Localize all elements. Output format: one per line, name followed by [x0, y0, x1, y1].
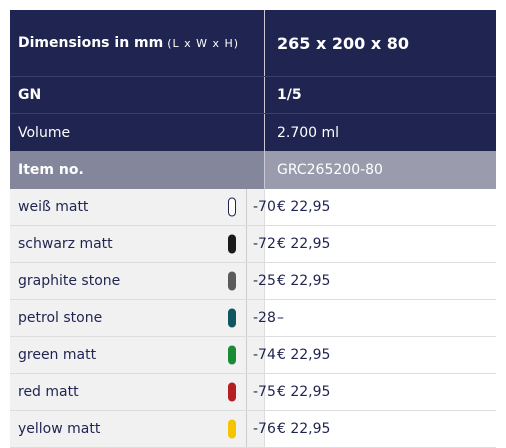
code: -28	[246, 300, 276, 336]
value: GRC265200-80	[264, 151, 496, 189]
price: € 22,95	[264, 226, 496, 263]
value: 2.700 ml	[264, 114, 496, 151]
name: green matt	[18, 347, 97, 363]
code: -76	[246, 411, 276, 447]
swatch	[228, 382, 236, 402]
swatch	[228, 345, 236, 365]
name: schwarz matt	[18, 236, 113, 252]
name: weiß matt	[18, 199, 89, 215]
code: -70	[246, 189, 276, 225]
label: Item no.	[10, 151, 264, 189]
gn-row: GN 1/5	[10, 76, 496, 113]
code: -72	[246, 226, 276, 262]
name: yellow matt	[18, 421, 101, 437]
code: -75	[246, 374, 276, 410]
label: GN	[18, 87, 42, 103]
code: -25	[246, 263, 276, 299]
item-row: petrol stone -28–	[10, 300, 496, 337]
label: Dimensions in mm	[18, 35, 164, 51]
volume-row: Volume 2.700 ml	[10, 113, 496, 151]
price: –	[264, 300, 496, 337]
name-cell: schwarz matt -72	[10, 226, 276, 263]
name: graphite stone	[18, 273, 121, 289]
name: red matt	[18, 384, 79, 400]
name-cell: yellow matt -76	[10, 411, 276, 448]
item-row: green matt -74 € 22,95	[10, 337, 496, 374]
value: 1/5	[264, 77, 496, 113]
code: -74	[246, 337, 276, 373]
item-row: red matt -75 € 22,95	[10, 374, 496, 411]
item-row: yellow matt -76 € 22,95	[10, 411, 496, 448]
swatch	[228, 197, 236, 217]
name-cell: graphite stone -25	[10, 263, 276, 300]
name-cell: red matt -75	[10, 374, 276, 411]
item-row: graphite stone -25 € 22,95	[10, 263, 496, 300]
swatch	[228, 419, 236, 439]
label: Volume	[18, 124, 71, 141]
price: € 22,95	[264, 411, 496, 448]
price: € 22,95	[264, 189, 496, 226]
label-cell: Dimensions in mm (L x W x H)	[10, 10, 264, 76]
swatch	[228, 271, 236, 291]
name: petrol stone	[18, 310, 103, 326]
price: € 22,95	[264, 263, 496, 300]
product-table: Dimensions in mm (L x W x H) 265 x 200 x …	[10, 10, 496, 448]
price: € 22,95	[264, 337, 496, 374]
item-row: schwarz matt -72 € 22,95	[10, 226, 496, 263]
name-cell: petrol stone -28	[10, 300, 276, 337]
price: € 22,95	[264, 374, 496, 411]
name-cell: weiß matt -70	[10, 189, 276, 226]
value: 265 x 200 x 80	[264, 10, 496, 76]
items: weiß matt -70 € 22,95 schwarz matt -72 € 22,9…	[10, 189, 496, 448]
unit: (L x W x H)	[167, 36, 240, 50]
name-cell: green matt -74	[10, 337, 276, 374]
swatch	[228, 234, 236, 254]
dimensions-row: Dimensions in mm (L x W x H) 265 x 200 x …	[10, 10, 496, 76]
item-row: Item no. GRC265200-80	[10, 151, 496, 189]
item-row: weiß matt -70 € 22,95	[10, 189, 496, 226]
swatch	[228, 308, 236, 328]
